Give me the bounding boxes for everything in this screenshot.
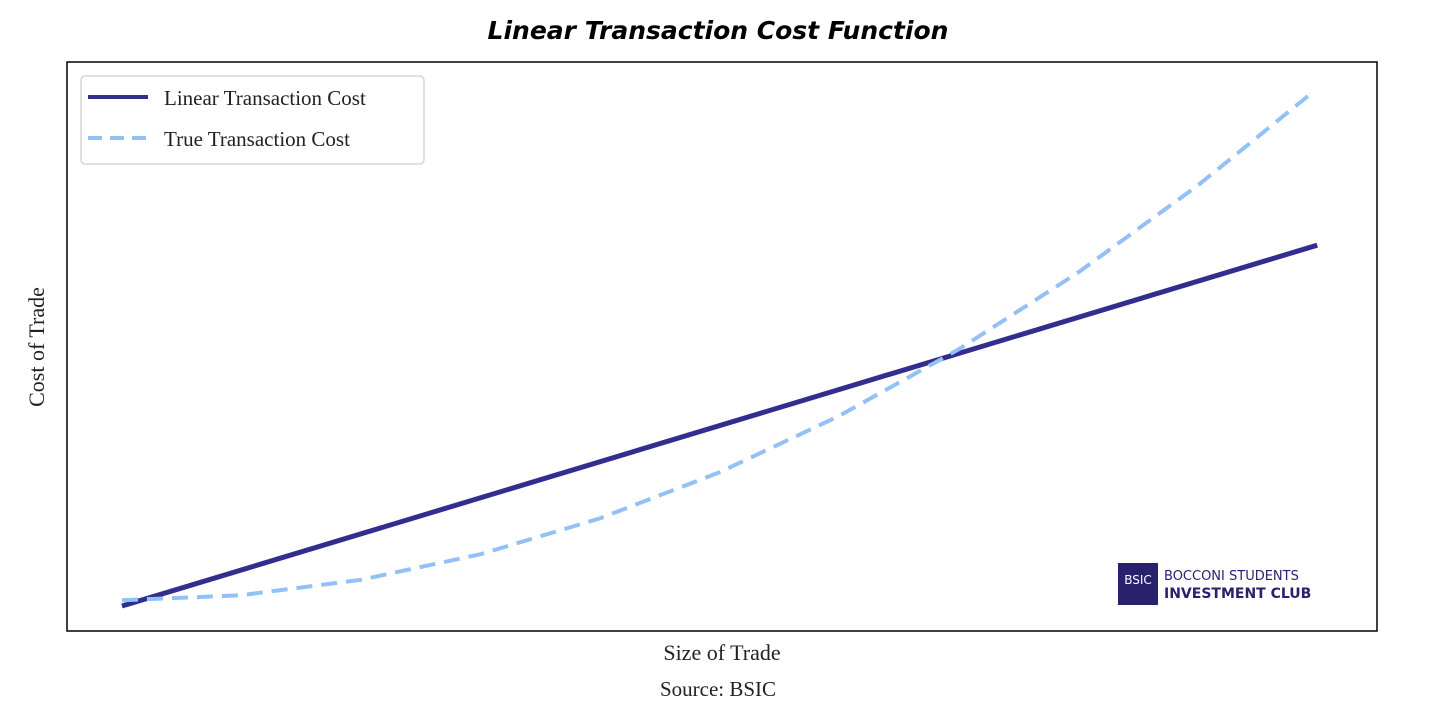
legend-box bbox=[80, 75, 425, 165]
x-axis-label: Size of Trade bbox=[663, 640, 780, 665]
y-axis-label: Cost of Trade bbox=[24, 287, 49, 407]
bsic-logo: BSIC BOCCONI STUDENTS INVESTMENT CLUB bbox=[1118, 563, 1311, 605]
legend-label-linear: Linear Transaction Cost bbox=[164, 86, 366, 110]
logo-line1: BOCCONI STUDENTS bbox=[1164, 569, 1299, 584]
legend-label-true: True Transaction Cost bbox=[164, 127, 350, 151]
series-line-true bbox=[121, 92, 1312, 603]
logo-badge-text: BSIC bbox=[1124, 573, 1152, 587]
source-note: Source: BSIC bbox=[659, 677, 777, 701]
legend: Linear Transaction Cost True Transaction… bbox=[80, 75, 425, 165]
logo-line2: INVESTMENT CLUB bbox=[1164, 586, 1311, 602]
chart-title: Linear Transaction Cost Function bbox=[487, 16, 949, 45]
series-line-linear bbox=[121, 242, 1318, 609]
logo-badge bbox=[1118, 563, 1158, 605]
